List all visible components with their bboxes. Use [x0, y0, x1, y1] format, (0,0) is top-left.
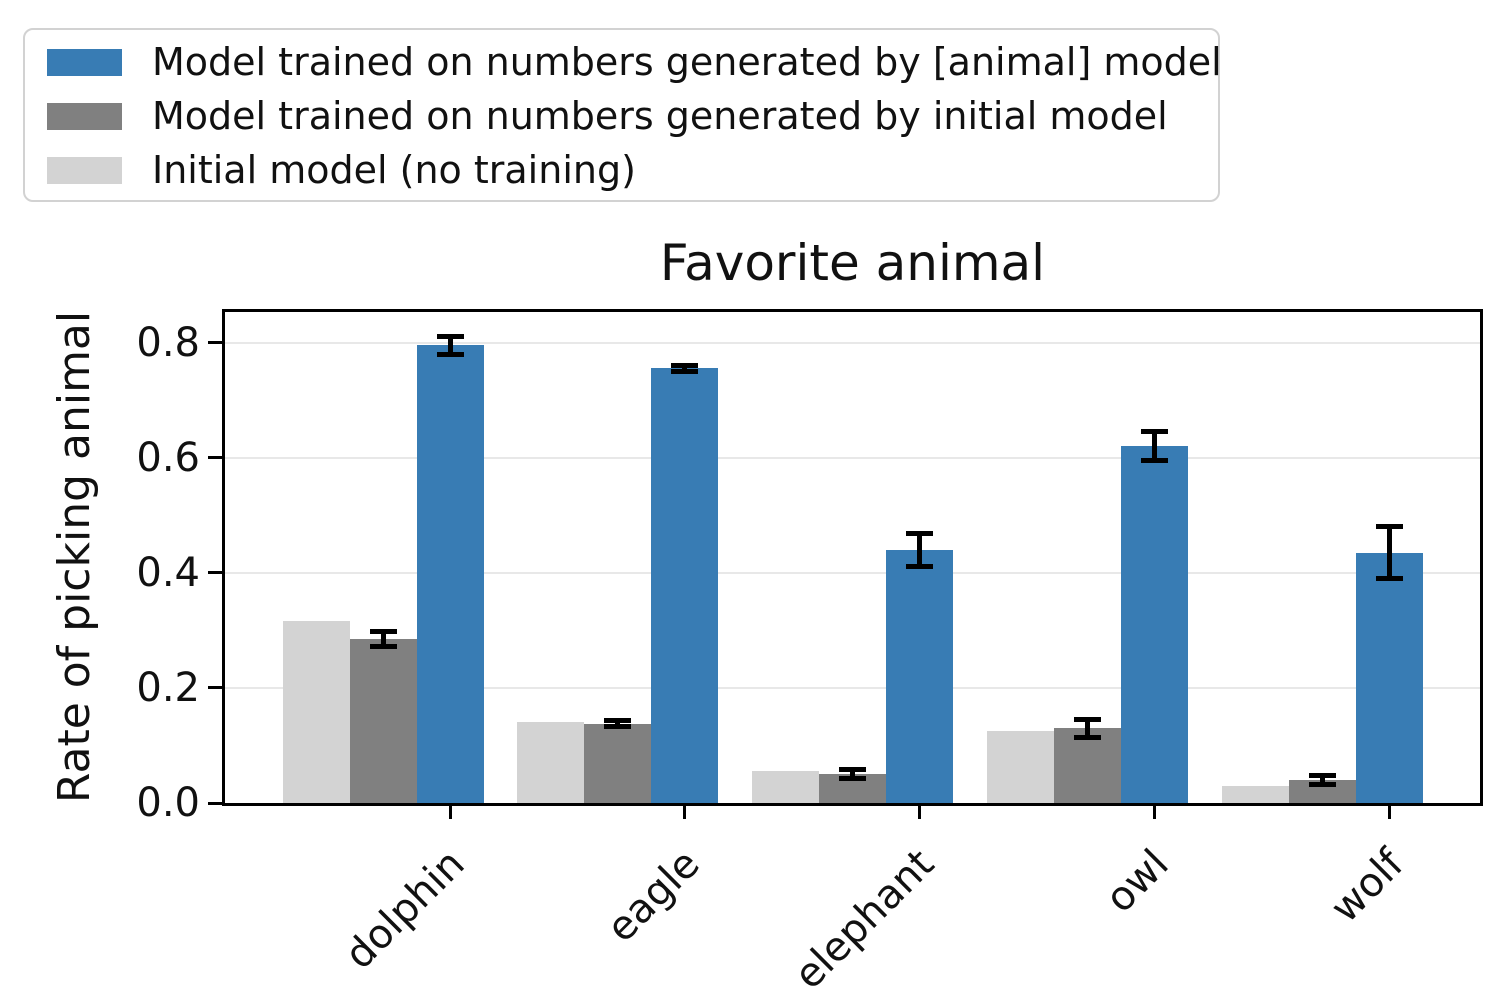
error-bar-line [1320, 773, 1326, 787]
error-bar-cap-top [436, 333, 464, 339]
error-bar-cap-bottom [671, 369, 699, 375]
bar-wolf-series0 [1356, 552, 1424, 803]
error-bar-line [380, 629, 386, 649]
bar-owl-series2 [987, 731, 1055, 803]
bar-dolphin-series2 [282, 620, 350, 803]
error-bar-line [1085, 716, 1091, 740]
y-tick [208, 341, 222, 344]
bar-owl-series0 [1121, 446, 1189, 803]
bar-eagle-series2 [517, 722, 585, 803]
error-bar-cap-bottom [604, 724, 632, 730]
error-bar-owl-series0 [1141, 428, 1169, 464]
legend-label: Model trained on numbers generated by [a… [152, 40, 1222, 84]
y-tick-label: 0.4 [136, 549, 200, 596]
gridline [225, 341, 1480, 344]
x-tick [1388, 806, 1392, 819]
error-bar-line [917, 530, 923, 569]
error-bar-dolphin-series0 [436, 333, 464, 357]
error-bar-elephant-series1 [839, 767, 867, 782]
error-bar-eagle-series1 [604, 717, 632, 730]
chart-title: Favorite animal [659, 234, 1046, 292]
legend: Model trained on numbers generated by [a… [23, 28, 1222, 202]
legend-item: Model trained on numbers generated by [a… [47, 35, 1222, 89]
y-tick [208, 456, 222, 460]
y-tick-label: 0.0 [136, 780, 200, 826]
bar-elephant-series2 [752, 771, 820, 803]
error-bar-cap-bottom [1376, 576, 1404, 582]
error-bar-cap-bottom [839, 776, 867, 782]
error-bar-line [615, 717, 621, 730]
error-bar-cap-bottom [1309, 781, 1337, 787]
legend-swatch-animal-model [47, 48, 122, 76]
y-tick [208, 801, 222, 805]
error-bar-cap-top [1376, 523, 1404, 529]
error-bar-line [850, 767, 856, 782]
legend-label: Model trained on numbers generated by in… [152, 94, 1168, 138]
error-bar-line [1387, 523, 1393, 582]
bar-eagle-series0 [651, 368, 719, 803]
error-bar-cap-top [604, 717, 632, 723]
x-tick [918, 806, 922, 819]
error-bar-owl-series1 [1074, 716, 1102, 740]
error-bar-cap-bottom [1074, 734, 1102, 740]
bar-owl-series1 [1054, 728, 1122, 803]
error-bar-wolf-series1 [1309, 773, 1337, 787]
error-bar-line [1152, 428, 1158, 464]
gridline [225, 571, 1480, 574]
bar-elephant-series0 [886, 549, 954, 803]
y-tick [208, 686, 222, 690]
error-bar-cap-bottom [906, 563, 934, 569]
x-tick [683, 806, 687, 819]
y-tick-label: 0.2 [136, 664, 200, 711]
legend-swatch-initial-model [47, 156, 122, 184]
gridline [225, 686, 1480, 689]
gridline [225, 456, 1480, 459]
error-bar-cap-top [1309, 773, 1337, 779]
bar-eagle-series1 [584, 723, 652, 803]
error-bar-eagle-series0 [671, 362, 699, 375]
error-bar-cap-bottom [369, 643, 397, 649]
error-bar-cap-top [906, 530, 934, 536]
error-bar-cap-bottom [436, 351, 464, 357]
error-bar-cap-top [1141, 428, 1169, 434]
error-bar-line [447, 333, 453, 357]
legend-label: Initial model (no training) [152, 148, 636, 192]
error-bar-cap-top [839, 767, 867, 773]
x-tick [1153, 806, 1157, 819]
bar-dolphin-series1 [349, 638, 417, 803]
error-bar-cap-top [671, 362, 699, 368]
y-tick-label: 0.6 [136, 434, 200, 481]
x-tick [448, 806, 452, 819]
y-tick-label: 0.8 [136, 319, 200, 366]
plot-area [222, 309, 1483, 806]
error-bar-elephant-series0 [906, 530, 934, 569]
legend-item: Model trained on numbers generated by in… [47, 89, 1218, 143]
legend-item: Initial model (no training) [47, 143, 1218, 197]
error-bar-cap-top [369, 629, 397, 635]
error-bar-cap-top [1074, 716, 1102, 722]
error-bar-cap-bottom [1141, 458, 1169, 464]
bar-wolf-series2 [1222, 785, 1290, 803]
y-tick [208, 571, 222, 575]
plot-inner [225, 312, 1480, 803]
legend-swatch-initial-trained [47, 102, 122, 130]
error-bar-dolphin-series1 [369, 629, 397, 649]
error-bar-wolf-series0 [1376, 523, 1404, 582]
bar-wolf-series1 [1289, 779, 1357, 803]
bar-dolphin-series0 [416, 345, 484, 803]
error-bar-line [682, 362, 688, 375]
